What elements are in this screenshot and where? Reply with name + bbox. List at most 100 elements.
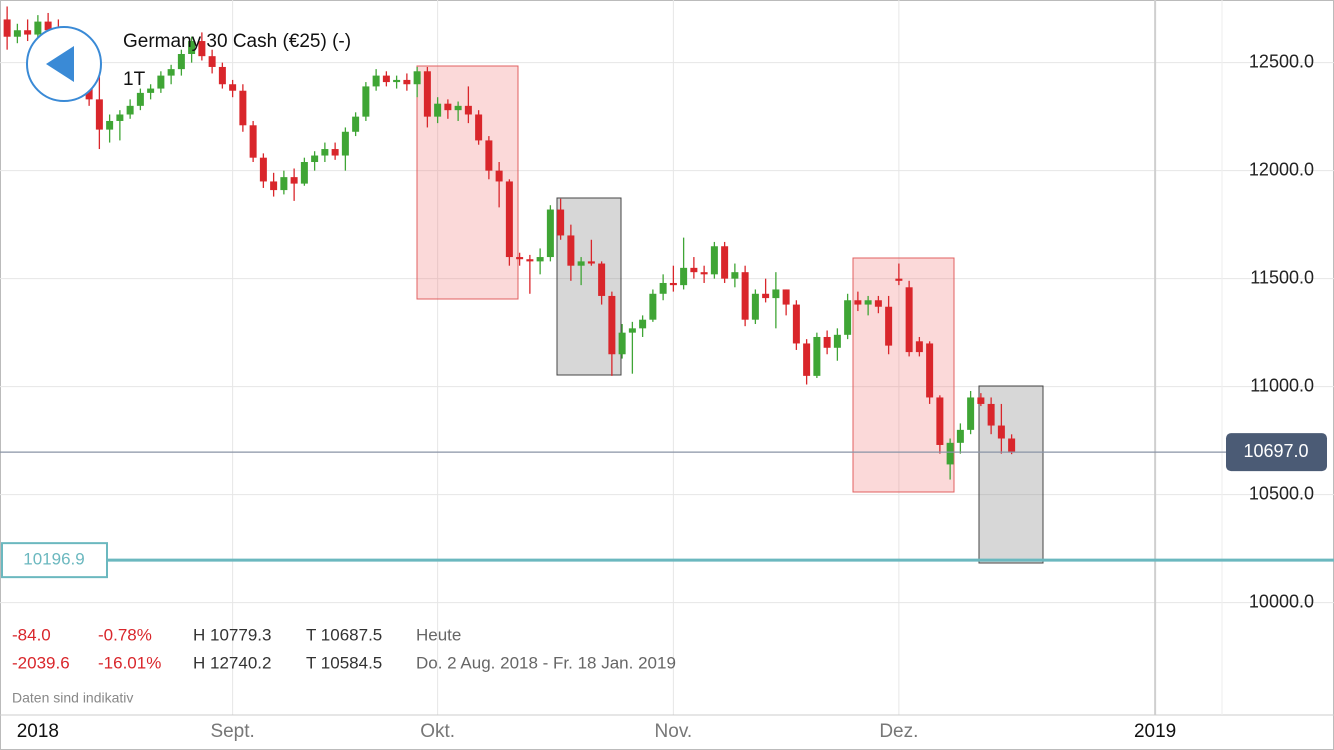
candle-body	[680, 267, 688, 286]
x-tick-label: 2018	[17, 721, 59, 742]
candle-body	[956, 429, 964, 443]
candle-body	[157, 75, 165, 89]
candle-body	[106, 120, 114, 130]
candle-body	[669, 282, 677, 286]
candle-body	[24, 30, 32, 35]
candle-body	[741, 272, 749, 320]
info-text: T 10687.5	[306, 625, 382, 644]
candle-body	[413, 71, 421, 85]
candle-body	[772, 289, 780, 299]
candle-body	[34, 21, 42, 35]
candle-body	[946, 442, 954, 465]
candle-body	[249, 125, 257, 158]
candle-body	[721, 246, 729, 279]
candle-body	[526, 259, 534, 262]
y-tick-label: 12000.0	[1249, 159, 1314, 179]
candle-body	[813, 336, 821, 376]
candle-body	[577, 261, 585, 266]
overlay: 10697.0 10196.9	[0, 433, 1334, 579]
candle-body	[495, 170, 503, 182]
info-text: -84.0	[12, 625, 51, 644]
x-tick-label: 2019	[1134, 721, 1176, 742]
candle-body	[434, 103, 442, 117]
back-icon	[46, 46, 74, 82]
candle-body	[177, 54, 185, 70]
candle-body	[639, 319, 647, 329]
candle-body	[464, 105, 472, 115]
info-text: -0.78%	[98, 625, 152, 644]
info-text: H 12740.2	[193, 653, 271, 672]
candle-body	[454, 105, 462, 111]
candle-body	[444, 103, 452, 111]
candle-body	[270, 181, 278, 191]
candle-body	[700, 272, 708, 275]
candle-body	[567, 235, 575, 266]
candle-body	[116, 114, 124, 121]
candle-body	[311, 155, 319, 163]
candle-body	[341, 131, 349, 156]
info-text: H 10779.3	[193, 625, 271, 644]
y-tick-label: 11000.0	[1250, 375, 1314, 395]
alert-label: 10196.9	[23, 550, 84, 569]
candle-body	[895, 278, 903, 281]
candle-body	[977, 397, 985, 404]
candle-body	[382, 75, 390, 83]
candle-body	[926, 343, 934, 398]
candle-body	[372, 75, 380, 87]
candle-body	[352, 116, 360, 132]
y-tick-label: 12500.0	[1249, 51, 1314, 71]
candle-body	[864, 300, 872, 305]
zone-box	[852, 257, 955, 493]
candle-body	[321, 149, 329, 156]
candle-body	[833, 334, 841, 348]
candle-body	[803, 343, 811, 376]
candle-body	[198, 41, 206, 57]
candle-body	[874, 300, 882, 307]
grid	[0, 0, 1334, 716]
alert-box	[1, 542, 108, 579]
candle-body	[823, 336, 831, 348]
info-text: Heute	[416, 625, 461, 644]
candle-body	[475, 114, 483, 141]
candle-body	[618, 332, 626, 355]
candle-body	[331, 149, 339, 156]
candle-body	[136, 92, 144, 106]
candle-body	[393, 79, 401, 83]
candle-body	[587, 261, 595, 264]
y-tick-label: 10500.0	[1249, 483, 1314, 503]
x-tick-label: Okt.	[420, 721, 455, 742]
candle-body	[188, 41, 196, 55]
candle-body	[987, 403, 995, 426]
candle-body	[854, 300, 862, 305]
candle-body	[710, 246, 718, 275]
footnote: Daten sind indikativ	[12, 690, 133, 706]
info-text: -2039.6	[12, 653, 70, 672]
candle-body	[516, 257, 524, 260]
candle-body	[300, 162, 308, 184]
candle-body	[13, 30, 21, 37]
candle-body	[218, 66, 226, 85]
candle-body	[967, 397, 975, 430]
x-tick-label: Dez.	[879, 721, 918, 742]
candle-body	[905, 287, 913, 353]
last-price-label: 10697.0	[1243, 441, 1308, 461]
info-text: T 10584.5	[306, 653, 382, 672]
candle-body	[229, 84, 237, 91]
candle-body	[126, 105, 134, 115]
candle-body	[536, 257, 544, 262]
candle-body	[167, 69, 175, 76]
candle-body	[731, 272, 739, 279]
candle-body	[280, 177, 288, 191]
candle-body	[44, 21, 52, 31]
chart-title: Germany 30 Cash (€25) (-)	[123, 31, 351, 52]
candle-body	[608, 295, 616, 355]
candle-body	[936, 397, 944, 445]
candle-body	[751, 293, 759, 320]
candle-body	[485, 140, 493, 171]
candle-body	[423, 71, 431, 117]
candle-body	[557, 209, 565, 236]
info-text: Do. 2 Aug. 2018 - Fr. 18 Jan. 2019	[416, 653, 676, 672]
candle-body	[290, 177, 298, 184]
